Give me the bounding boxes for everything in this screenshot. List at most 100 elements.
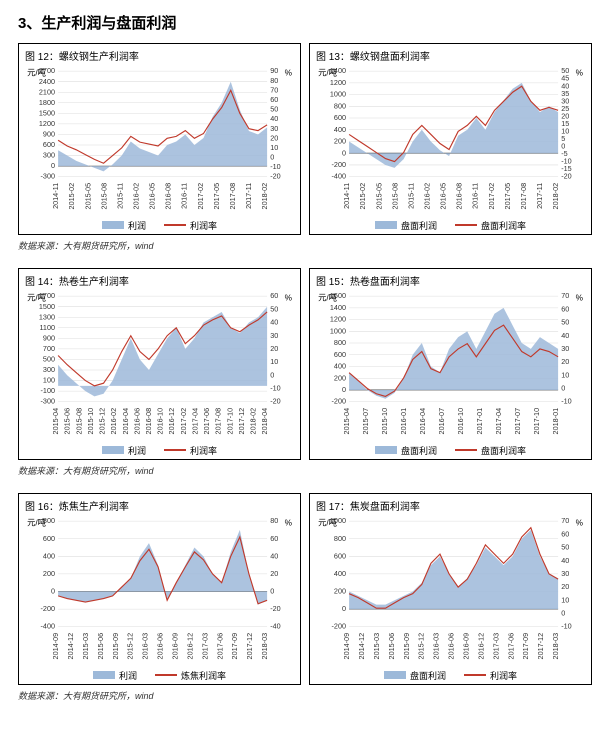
svg-text:2017-08: 2017-08 [519, 183, 528, 210]
svg-text:2018-01: 2018-01 [551, 408, 560, 435]
svg-text:2017-06: 2017-06 [215, 633, 224, 660]
svg-text:2015-10: 2015-10 [86, 408, 95, 435]
svg-text:0: 0 [342, 148, 346, 157]
svg-text:2015-12: 2015-12 [126, 633, 135, 660]
svg-text:2017-03: 2017-03 [200, 633, 209, 660]
legend-item-area: 利润 [102, 219, 146, 232]
svg-text:2014-11: 2014-11 [51, 183, 60, 209]
legend-item-area: 盘面利润 [375, 219, 437, 232]
legend-item-area: 盘面利润 [375, 444, 437, 457]
svg-text:2014-12: 2014-12 [357, 633, 366, 660]
legend-item-line: 盘面利润率 [455, 219, 526, 232]
svg-text:1200: 1200 [39, 119, 55, 128]
svg-text:元/吨: 元/吨 [27, 292, 46, 302]
svg-text:2017-11: 2017-11 [244, 183, 253, 209]
svg-text:2016-02: 2016-02 [422, 183, 431, 210]
svg-text:2017-04: 2017-04 [494, 408, 503, 435]
svg-text:10: 10 [561, 370, 569, 379]
svg-text:2017-12: 2017-12 [245, 633, 254, 660]
svg-text:2017-05: 2017-05 [503, 183, 512, 210]
svg-text:2015-02: 2015-02 [358, 183, 367, 210]
svg-text:500: 500 [43, 354, 55, 363]
svg-text:2018-03: 2018-03 [260, 633, 269, 660]
svg-text:60: 60 [561, 304, 569, 313]
svg-text:元/吨: 元/吨 [27, 67, 46, 77]
legend-label: 盘面利润 [401, 444, 437, 457]
svg-text:40: 40 [561, 555, 569, 564]
svg-text:-100: -100 [41, 386, 55, 395]
svg-text:2017-08: 2017-08 [214, 408, 223, 435]
svg-text:60: 60 [270, 292, 278, 300]
svg-text:2016-08: 2016-08 [455, 183, 464, 210]
svg-text:2016-09: 2016-09 [171, 633, 180, 660]
svg-text:2017-02: 2017-02 [179, 408, 188, 435]
svg-text:30: 30 [270, 331, 278, 340]
legend-swatch-line [455, 449, 477, 451]
legend-label: 利润率 [190, 444, 217, 457]
svg-text:元/吨: 元/吨 [318, 517, 337, 527]
chart-legend: 利润炼焦利润率 [25, 669, 294, 682]
svg-text:1000: 1000 [330, 326, 346, 335]
svg-text:800: 800 [334, 338, 346, 347]
svg-text:2017-08: 2017-08 [228, 183, 237, 210]
svg-text:2016-04: 2016-04 [121, 408, 130, 435]
legend-item-line: 利润率 [464, 669, 517, 682]
svg-text:2017-03: 2017-03 [491, 633, 500, 660]
legend-swatch-area [102, 221, 124, 229]
svg-text:2016-11: 2016-11 [471, 183, 480, 209]
chart-row: 图 14：热卷生产利润率-300-10010030050070090011001… [18, 268, 592, 460]
legend-label: 盘面利润 [410, 669, 446, 682]
chart-box: 图 16：炼焦生产利润率-400-2000200400600800-40-200… [18, 493, 301, 685]
svg-text:2016-08: 2016-08 [164, 183, 173, 210]
svg-text:-400: -400 [41, 621, 55, 630]
svg-text:700: 700 [43, 344, 55, 353]
svg-text:0: 0 [270, 586, 274, 595]
legend-label: 利润 [128, 444, 146, 457]
svg-text:1400: 1400 [330, 303, 346, 312]
chart-title: 图 16：炼焦生产利润率 [25, 498, 294, 513]
svg-text:20: 20 [561, 582, 569, 591]
svg-text:2016-06: 2016-06 [156, 633, 165, 660]
svg-text:2017-06: 2017-06 [506, 633, 515, 660]
svg-text:元/吨: 元/吨 [27, 517, 46, 527]
svg-text:%: % [285, 293, 293, 302]
svg-text:元/吨: 元/吨 [318, 67, 337, 77]
svg-text:50: 50 [270, 304, 278, 313]
svg-text:2014-09: 2014-09 [51, 633, 60, 660]
svg-text:-10: -10 [561, 621, 571, 630]
svg-text:2017-10: 2017-10 [532, 408, 541, 435]
svg-text:%: % [576, 518, 584, 527]
svg-text:2016-06: 2016-06 [132, 408, 141, 435]
chart-box: 图 14：热卷生产利润率-300-10010030050070090011001… [18, 268, 301, 460]
svg-text:70: 70 [561, 292, 569, 300]
svg-text:%: % [576, 68, 584, 77]
svg-text:2018-02: 2018-02 [248, 408, 257, 435]
svg-text:2017-09: 2017-09 [521, 633, 530, 660]
svg-text:-400: -400 [332, 172, 346, 181]
chart-box: 图 15：热卷盘面利润率-200020040060080010001200140… [309, 268, 592, 460]
chart-legend: 利润利润率 [25, 219, 294, 232]
svg-text:-20: -20 [270, 604, 280, 613]
svg-text:40: 40 [270, 551, 278, 560]
svg-text:50: 50 [561, 542, 569, 551]
svg-text:2015-11: 2015-11 [115, 183, 124, 209]
chart-title: 图 12：螺纹钢生产利润率 [25, 48, 294, 63]
legend-swatch-area [102, 446, 124, 454]
svg-text:600: 600 [43, 533, 55, 542]
svg-text:2016-03: 2016-03 [141, 633, 150, 660]
svg-text:70: 70 [270, 85, 278, 94]
svg-text:2016-08: 2016-08 [144, 408, 153, 435]
svg-text:0: 0 [342, 385, 346, 394]
svg-text:2017-06: 2017-06 [202, 408, 211, 435]
data-source: 数据来源：大有期货研究所，wind [18, 689, 592, 702]
svg-text:2016-10: 2016-10 [456, 408, 465, 435]
svg-text:2100: 2100 [39, 87, 55, 96]
svg-text:2014-09: 2014-09 [342, 633, 351, 660]
svg-text:2015-05: 2015-05 [374, 183, 383, 210]
svg-text:1500: 1500 [39, 302, 55, 311]
svg-text:2017-05: 2017-05 [212, 183, 221, 210]
svg-text:-10: -10 [270, 162, 280, 171]
svg-text:0: 0 [270, 153, 274, 162]
svg-text:2016-03: 2016-03 [432, 633, 441, 660]
svg-text:2015-04: 2015-04 [342, 408, 351, 435]
